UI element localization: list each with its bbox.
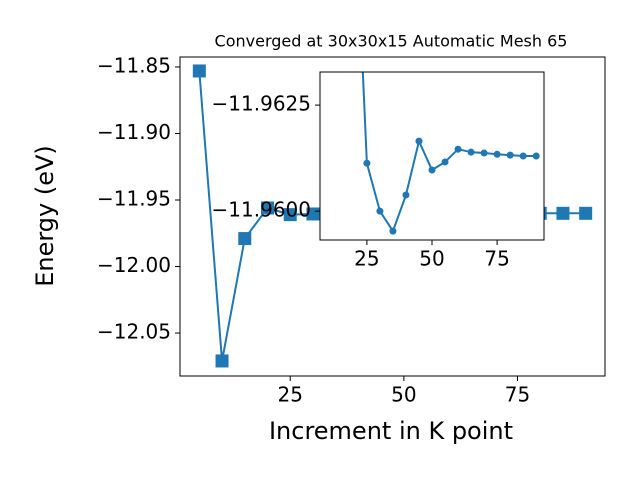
x-tick-label: 50	[419, 247, 444, 271]
y-tick-label: −12.00	[97, 253, 171, 277]
x-tick-label: 25	[354, 247, 379, 271]
data-point	[192, 64, 206, 78]
data-point	[454, 145, 462, 153]
data-point	[415, 137, 423, 145]
data-point	[441, 158, 449, 166]
y-tick-label: −11.9600	[212, 198, 311, 222]
x-tick-label: 25	[278, 383, 303, 407]
data-point	[376, 207, 384, 215]
y-tick-label: −11.85	[97, 53, 171, 77]
x-tick-label: 75	[484, 247, 509, 271]
plot-area	[320, 72, 544, 240]
chart-title: Converged at 30x30x15 Automatic Mesh 65	[215, 32, 568, 51]
x-axis-label: Increment in K point	[269, 417, 513, 445]
plot-clip	[361, 72, 540, 235]
data-point	[428, 166, 436, 174]
data-point	[215, 354, 229, 368]
data-point	[493, 150, 501, 158]
y-tick-label: −12.05	[97, 320, 171, 344]
data-point	[283, 208, 297, 222]
data-point	[402, 191, 410, 199]
data-point	[389, 227, 397, 235]
data-point	[519, 152, 527, 160]
data-point	[467, 148, 475, 156]
axes-frame	[179, 56, 606, 377]
y-tick-label: −11.90	[97, 120, 171, 144]
data-point	[480, 149, 488, 157]
data-point	[532, 152, 540, 160]
y-axis-label: Energy (eV)	[31, 145, 59, 287]
data-point	[261, 201, 274, 215]
data-point	[363, 159, 371, 167]
data-point	[238, 232, 252, 246]
x-tick-label: 50	[391, 383, 416, 407]
data-point	[579, 206, 593, 220]
x-tick-label: 75	[505, 383, 530, 407]
y-tick-label: −11.9625	[212, 92, 311, 116]
data-point	[556, 206, 570, 220]
data-point	[506, 151, 514, 159]
y-tick-label: −11.95	[97, 187, 171, 211]
